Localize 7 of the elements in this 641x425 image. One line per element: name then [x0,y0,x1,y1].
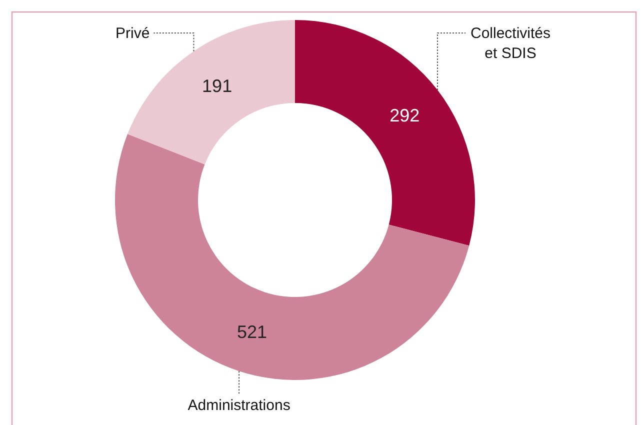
data-label: 521 [236,322,267,342]
slice-label: Collectivités et SDIS [470,25,551,62]
slice-label: Administrations [188,397,290,414]
data-label: 292 [390,106,420,126]
data-label: 191 [202,76,232,96]
donut-slice [115,134,470,380]
slice-label: Privé [116,25,150,42]
